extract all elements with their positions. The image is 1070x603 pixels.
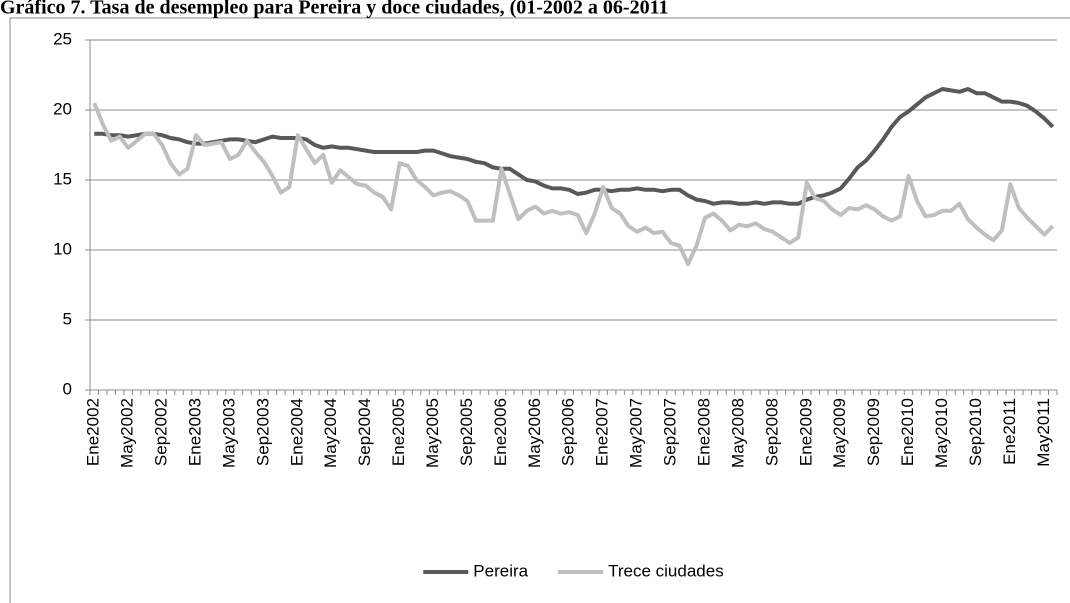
x-tick-label: Ene2003 xyxy=(186,398,205,466)
x-tick-label: May2009 xyxy=(830,398,849,468)
x-tick-label: Sep2007 xyxy=(661,398,680,466)
y-tick-label: 5 xyxy=(63,309,72,328)
x-tick-label: Ene2002 xyxy=(84,398,103,466)
x-tick-label: Ene2007 xyxy=(593,398,612,466)
x-tick-label: May2005 xyxy=(423,398,442,468)
x-tick-label: May2003 xyxy=(219,398,238,468)
x-tick-label: Ene2011 xyxy=(1000,398,1019,465)
y-tick-label: 0 xyxy=(63,379,72,398)
x-tick-label: Sep2009 xyxy=(864,398,883,466)
series-line xyxy=(92,102,1055,266)
x-tick-label: Sep2010 xyxy=(966,398,985,466)
x-tick-label: Sep2004 xyxy=(355,398,374,466)
x-tick-label: May2006 xyxy=(525,398,544,468)
x-tick-label: Sep2005 xyxy=(457,398,476,466)
x-tick-label: May2002 xyxy=(118,398,137,468)
x-tick-label: Ene2006 xyxy=(491,398,510,466)
x-tick-label: May2007 xyxy=(627,398,646,468)
x-tick-label: May2004 xyxy=(321,398,340,468)
x-tick-label: Sep2003 xyxy=(253,398,272,466)
chart-title: Gráfico 7. Tasa de desempleo para Pereir… xyxy=(0,0,668,19)
x-tick-label: Sep2002 xyxy=(152,398,171,466)
x-tick-label: Sep2006 xyxy=(559,398,578,466)
x-tick-label: May2011 xyxy=(1034,398,1053,467)
y-tick-label: 15 xyxy=(53,169,72,188)
y-tick-label: 25 xyxy=(53,29,72,48)
series-line xyxy=(94,87,1055,206)
x-tick-label: Sep2008 xyxy=(762,398,781,466)
y-tick-label: 20 xyxy=(53,99,72,118)
x-tick-label: May2008 xyxy=(728,398,747,468)
x-tick-label: Ene2010 xyxy=(898,398,917,466)
x-tick-label: Ene2004 xyxy=(287,398,306,466)
y-tick-label: 10 xyxy=(53,239,72,258)
chart-frame xyxy=(9,17,1070,603)
x-tick-label: Ene2009 xyxy=(796,398,815,466)
legend-label: Pereira xyxy=(473,561,528,580)
x-tick-label: Ene2008 xyxy=(694,398,713,466)
legend-label: Trece ciudades xyxy=(608,561,724,580)
x-tick-label: Ene2005 xyxy=(389,398,408,466)
x-tick-label: May2010 xyxy=(932,398,951,468)
